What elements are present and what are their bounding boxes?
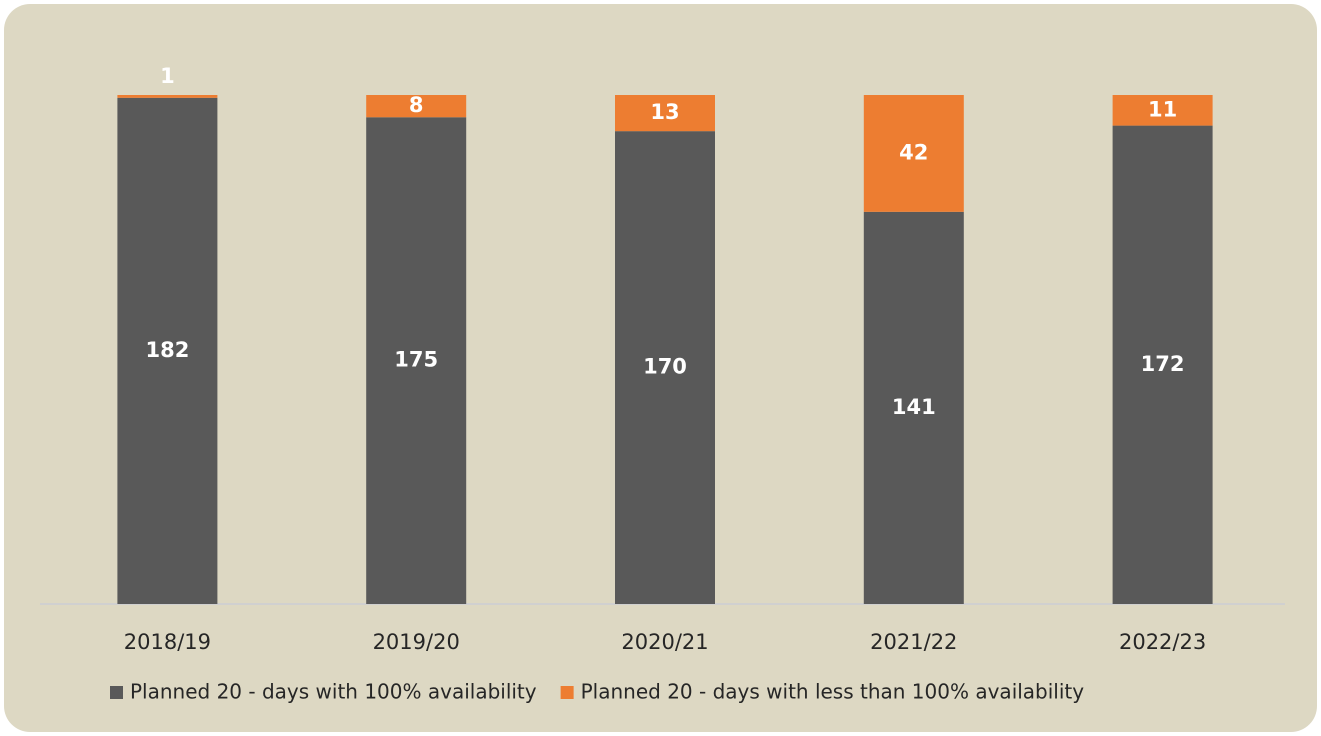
data-label: 141 bbox=[892, 395, 936, 419]
data-label: 13 bbox=[650, 100, 679, 124]
legend-swatch bbox=[110, 686, 123, 699]
legend-label: Planned 20 - days with less than 100% av… bbox=[581, 680, 1085, 704]
data-label: 170 bbox=[643, 355, 687, 379]
bar-segment bbox=[863, 211, 964, 604]
bar-segment bbox=[117, 97, 218, 604]
bar-segment bbox=[615, 95, 715, 132]
bar-segment bbox=[1112, 95, 1213, 126]
x-tick-label: 2018/19 bbox=[124, 630, 211, 654]
bar-segment bbox=[1112, 125, 1213, 604]
bar-segment bbox=[863, 95, 964, 212]
data-label: 11 bbox=[1148, 97, 1177, 121]
data-label: 182 bbox=[145, 338, 189, 362]
x-tick-label: 2019/20 bbox=[373, 630, 460, 654]
x-tick-label: 2020/21 bbox=[621, 630, 708, 654]
x-tick-label: 2022/23 bbox=[1119, 630, 1206, 654]
data-label: 1 bbox=[160, 64, 175, 88]
x-tick-label: 2021/22 bbox=[870, 630, 957, 654]
bar-segment bbox=[615, 131, 715, 605]
data-label: 42 bbox=[899, 140, 928, 164]
data-label: 175 bbox=[394, 348, 438, 372]
legend-swatch bbox=[560, 686, 574, 699]
legend-label: Planned 20 - days with 100% availability bbox=[130, 680, 537, 704]
data-label: 172 bbox=[1141, 352, 1185, 376]
bar-segment bbox=[366, 117, 467, 604]
bar-segment bbox=[117, 95, 218, 98]
bar-segment bbox=[366, 95, 467, 118]
data-label: 8 bbox=[409, 93, 424, 117]
